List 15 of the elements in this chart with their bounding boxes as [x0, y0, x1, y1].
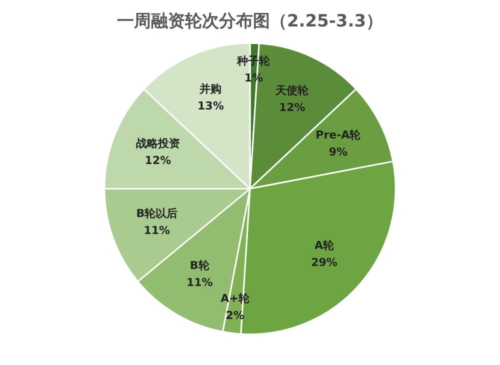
- slice-label: 战略投资: [136, 137, 180, 150]
- slice-label: B轮: [190, 258, 210, 272]
- slice-label: Pre-A轮: [316, 128, 362, 142]
- data-label: 13%: [198, 100, 224, 113]
- data-label: 11%: [186, 276, 213, 289]
- slice-label: 并购: [198, 82, 222, 96]
- data-label: 12%: [144, 154, 172, 168]
- slice-label: 天使轮: [274, 84, 310, 98]
- slice-label: A轮: [314, 239, 335, 252]
- data-label: 9%: [328, 146, 348, 159]
- data-label: 29%: [311, 256, 338, 270]
- data-label: 11%: [144, 224, 170, 238]
- slice-label: B轮以后: [136, 207, 178, 220]
- data-label: 12%: [278, 101, 306, 114]
- chart-title: 一周融资轮次分布图（2.25-3.3）: [116, 12, 384, 32]
